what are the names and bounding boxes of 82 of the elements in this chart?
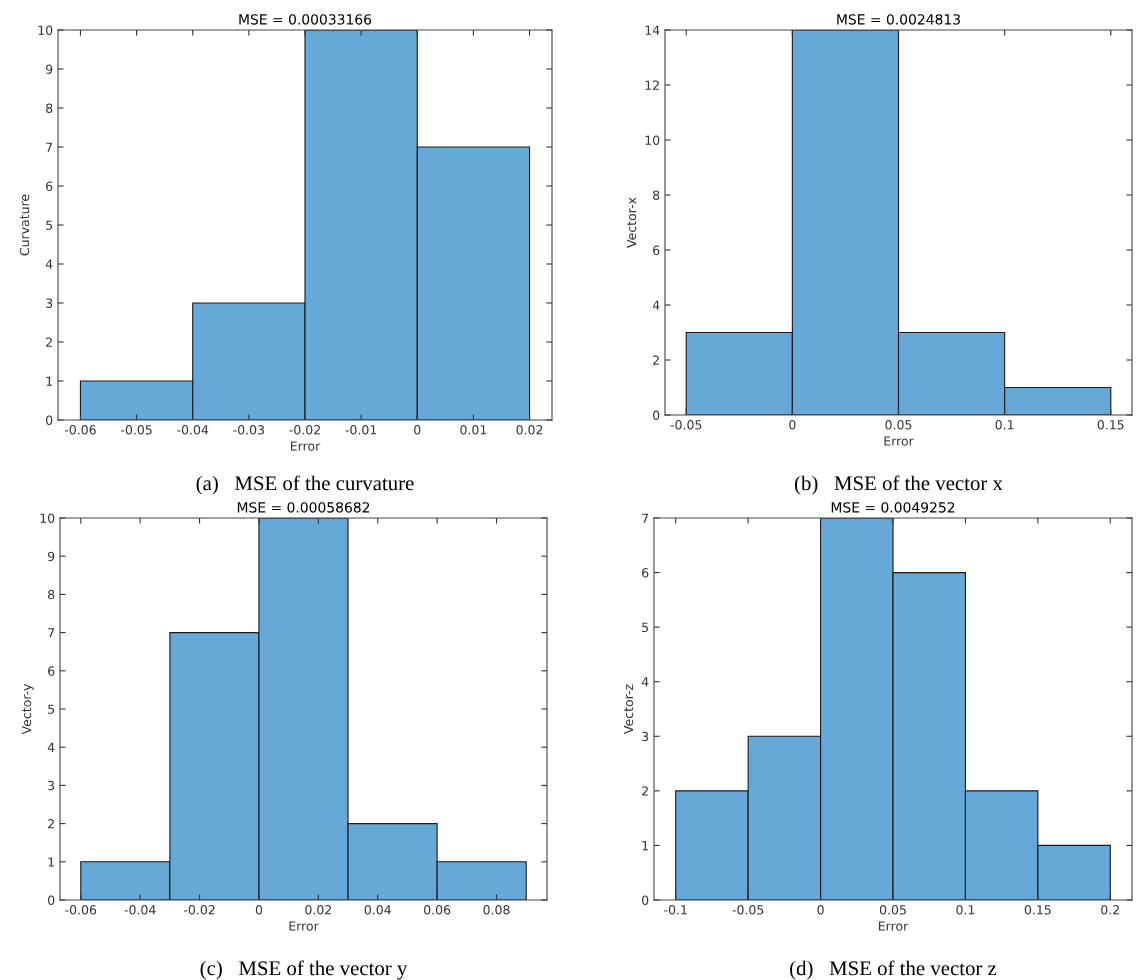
x-tick-label: 0.04 — [364, 905, 391, 915]
x-tick-label: 0.02 — [516, 425, 543, 435]
y-tick-label: 6 — [642, 568, 649, 578]
y-axis-title: Vector-x — [626, 197, 637, 248]
chart-title: MSE = 0.00058682 — [237, 502, 370, 513]
x-axis-title: Error — [884, 436, 914, 446]
x-tick-label: 0.02 — [305, 905, 332, 915]
y-tick-label: 6 — [48, 666, 55, 676]
x-tick-label: 0.2 — [1101, 905, 1119, 915]
x-tick-label: 0.08 — [483, 905, 510, 915]
y-tick-label: 6 — [653, 245, 660, 255]
x-tick-label: 0.1 — [956, 905, 975, 915]
x-tick-label: 0 — [414, 425, 421, 435]
y-axis-title: Vector-z — [623, 684, 634, 734]
y-tick-label: 0 — [653, 410, 660, 420]
y-tick-label: 8 — [653, 190, 660, 200]
text: (a) MSE of the curvature — [196, 475, 414, 495]
y-tick-label: 9 — [47, 551, 55, 562]
x-axis-title: Error — [291, 441, 321, 451]
text: (d) MSE of the vector z — [790, 960, 997, 980]
y-tick-label: 3 — [642, 731, 649, 742]
chart-title: MSE = 0.0049252 — [831, 502, 955, 513]
y-tick-label: 5 — [48, 704, 55, 714]
x-axis-title: Error — [289, 921, 319, 931]
y-tick-label: 2 — [48, 819, 54, 829]
x-tick-label: -0.05 — [670, 420, 702, 430]
x-tick-label: -0.02 — [184, 905, 215, 915]
text: (c) MSE of the vector y — [200, 960, 408, 980]
y-tick-label: 10 — [38, 25, 53, 35]
x-tick-label: 0.05 — [879, 905, 906, 915]
y-tick-label: 8 — [48, 589, 55, 600]
x-tick-label: -0.1 — [664, 905, 687, 915]
y-tick-label: 9 — [45, 64, 53, 74]
y-tick-label: 0 — [642, 895, 649, 905]
chart-title: MSE = 0.00033166 — [239, 14, 372, 25]
chart-title: MSE = 0.0024813 — [837, 14, 960, 25]
y-axis-title: Curvature — [19, 194, 30, 256]
x-tick-label: 0 — [817, 905, 824, 915]
x-tick-label: -0.04 — [124, 905, 156, 915]
x-tick-label: -0.03 — [233, 425, 265, 435]
y-tick-label: 10 — [40, 513, 55, 523]
y-tick-label: 3 — [48, 780, 55, 791]
x-tick-label: -0.01 — [345, 425, 377, 435]
y-tick-label: 1 — [48, 857, 54, 867]
x-tick-label: 0.06 — [424, 905, 451, 915]
x-tick-label: 0 — [789, 420, 796, 430]
y-tick-label: 12 — [645, 80, 659, 90]
x-tick-label: 0 — [255, 905, 263, 915]
y-tick-label: 8 — [46, 103, 53, 113]
x-tick-label: -0.06 — [65, 905, 97, 915]
y-tick-label: 1 — [642, 841, 648, 851]
y-tick-label: 3 — [46, 298, 53, 308]
y-tick-label: 5 — [46, 220, 53, 230]
y-tick-label: 2 — [653, 355, 659, 365]
x-tick-label: 0.1 — [995, 420, 1014, 430]
x-tick-label: 0.05 — [885, 420, 912, 430]
x-tick-label: 0.15 — [1097, 420, 1124, 430]
y-axis-title: Vector-y — [21, 684, 34, 735]
y-tick-label: 4 — [47, 742, 55, 752]
y-tick-label: 5 — [642, 622, 649, 633]
x-tick-label: -0.06 — [64, 425, 96, 435]
y-tick-label: 7 — [48, 628, 55, 638]
y-tick-label: 4 — [641, 677, 649, 687]
y-tick-label: 6 — [46, 181, 53, 191]
x-axis-title: Error — [879, 921, 909, 931]
y-tick-label: 7 — [46, 142, 53, 152]
x-tick-label: 0.15 — [1024, 905, 1051, 915]
x-tick-label: -0.04 — [177, 425, 209, 435]
y-tick-label: 2 — [46, 337, 52, 347]
y-tick-label: 7 — [642, 513, 649, 523]
y-tick-label: 4 — [45, 259, 53, 269]
x-tick-label: -0.02 — [289, 425, 320, 435]
x-tick-label: 0.01 — [460, 425, 487, 435]
text: (b) MSE of the vector x — [794, 475, 1003, 495]
x-tick-label: -0.05 — [732, 905, 764, 915]
x-tick-label: -0.05 — [121, 425, 152, 435]
y-tick-label: 1 — [46, 376, 52, 386]
y-tick-label: 2 — [642, 786, 648, 796]
y-tick-label: 14 — [645, 25, 660, 35]
y-tick-label: 10 — [645, 135, 660, 145]
y-tick-label: 0 — [48, 895, 55, 905]
y-tick-label: 4 — [652, 300, 660, 310]
